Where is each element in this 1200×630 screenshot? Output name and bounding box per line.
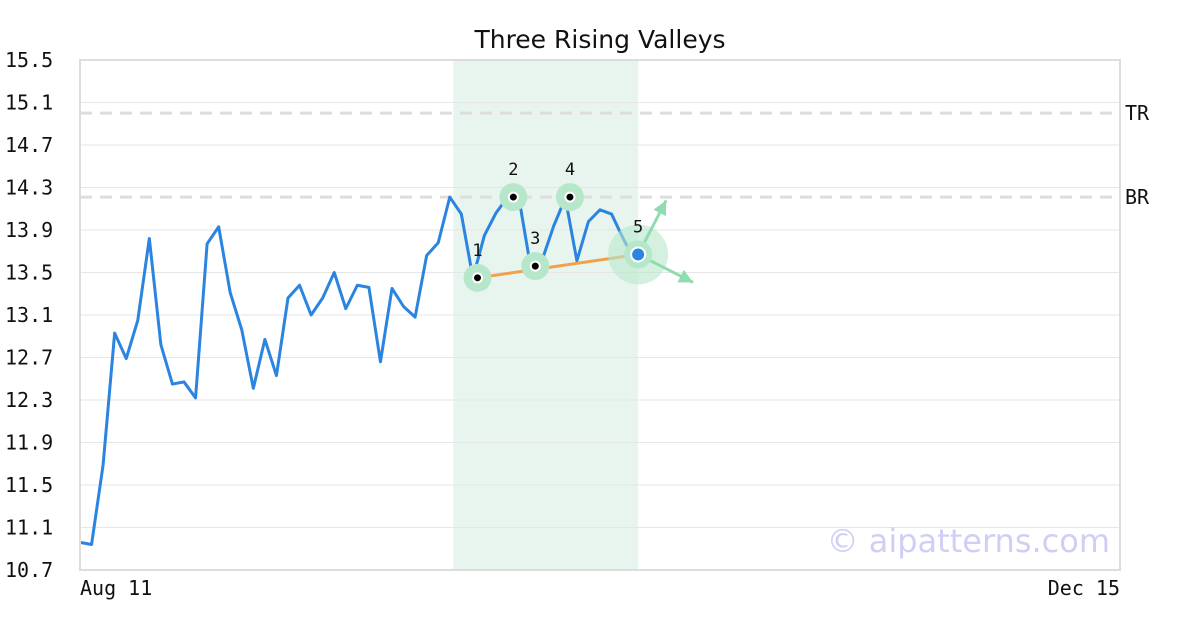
chart-title: Three Rising Valleys [473, 25, 725, 54]
x-tick-label: Dec 15 [1048, 576, 1120, 600]
y-tick-label: 10.7 [5, 558, 53, 582]
y-tick-label: 11.5 [5, 473, 53, 497]
y-tick-label: 13.9 [5, 218, 53, 242]
reference-label-br: BR [1125, 185, 1150, 209]
y-tick-label: 14.3 [5, 176, 53, 200]
y-tick-label: 12.7 [5, 346, 53, 370]
y-tick-label: 15.5 [5, 48, 53, 72]
y-tick-label: 11.1 [5, 516, 53, 540]
y-tick-label: 12.3 [5, 388, 53, 412]
watermark: © aipatterns.com [827, 522, 1110, 560]
y-tick-label: 13.1 [5, 303, 53, 327]
pattern-point-label: 4 [565, 160, 575, 180]
pattern-point [529, 260, 541, 272]
pattern-layer: 1 2 3 4 5 [463, 160, 694, 292]
x-tick-label: Aug 11 [80, 576, 152, 600]
pattern-point-label: 2 [508, 160, 518, 180]
pattern-point [564, 191, 576, 203]
y-tick-label: 14.7 [5, 133, 53, 157]
down-arrow-head [677, 269, 694, 283]
y-tick-label: 15.1 [5, 91, 53, 115]
reference-lines-layer: TR BR [80, 101, 1150, 209]
y-tick-label: 13.5 [5, 261, 53, 285]
pattern-point-label: 1 [472, 241, 482, 261]
pattern-point [472, 272, 484, 284]
x-axis: Aug 11 Dec 15 [80, 576, 1120, 600]
up-arrow-head [653, 200, 667, 217]
pattern-point-label: 3 [530, 229, 540, 249]
pattern-point [507, 191, 519, 203]
reference-label-tr: TR [1125, 101, 1150, 125]
pattern-point [630, 246, 647, 263]
pattern-point-label: 5 [633, 217, 643, 237]
y-tick-label: 11.9 [5, 431, 53, 455]
grid-layer [80, 59, 1120, 571]
y-axis: 15.5 15.1 14.7 14.3 13.9 13.5 13.1 12.7 12.3 11.9… [5, 48, 53, 582]
plot-frame [79, 59, 1121, 571]
